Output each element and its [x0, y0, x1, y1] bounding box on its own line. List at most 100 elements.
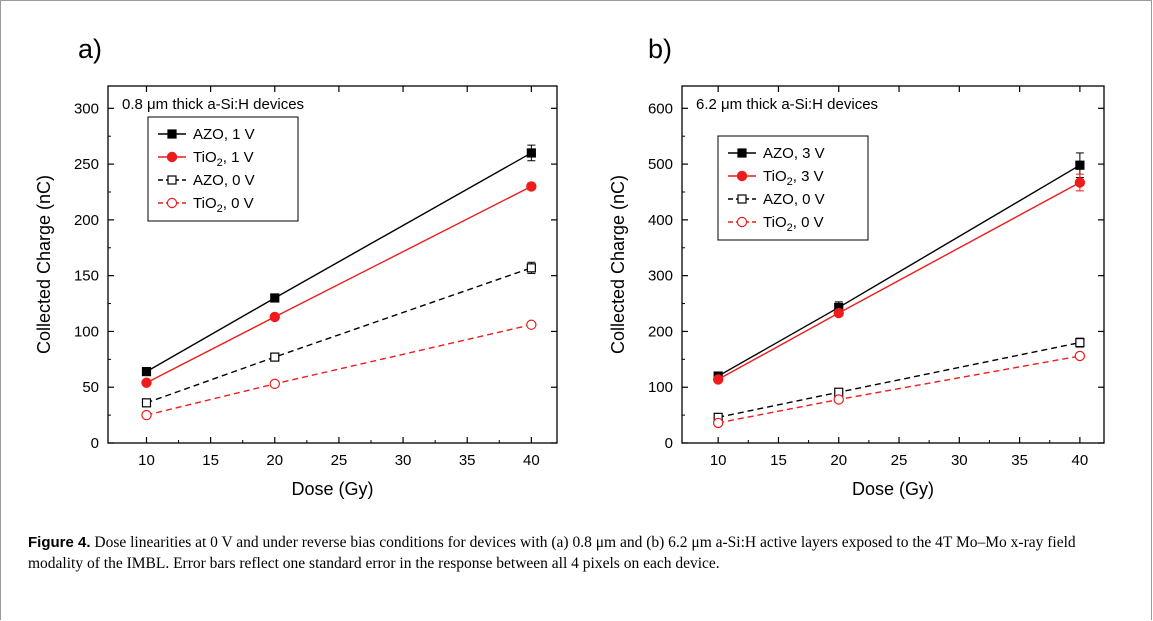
- data-point: [737, 148, 747, 158]
- x-tick-label: 35: [459, 452, 476, 469]
- y-tick-label: 300: [74, 100, 99, 117]
- figure-caption: Figure 4. Dose linearities at 0 V and un…: [28, 532, 1128, 574]
- data-point: [1075, 337, 1085, 348]
- data-point: [712, 374, 724, 385]
- data-point: [833, 307, 844, 319]
- data-point: [167, 129, 177, 139]
- plot-area-border: [107, 85, 558, 444]
- plot-area-border: [681, 85, 1105, 444]
- legend-entry-tail: , 1 V: [223, 149, 254, 166]
- data-point: [166, 197, 178, 209]
- legend-entry-name: TiO: [193, 195, 217, 212]
- x-tick-label: 10: [710, 452, 727, 469]
- data-point: [526, 263, 536, 273]
- data-point: [526, 319, 537, 330]
- panel-note: 6.2 μm thick a-Si:H devices: [696, 96, 878, 113]
- x-axis-label: Dose (Gy): [852, 479, 934, 499]
- legend-entry-tail: , 0 V: [223, 195, 254, 212]
- y-tick-label: 0: [91, 435, 99, 452]
- x-tick-label: 15: [202, 452, 219, 469]
- caption-text: Dose linearities at 0 V and under revers…: [28, 534, 1076, 572]
- series-2: [141, 181, 537, 388]
- y-tick-label: 250: [74, 156, 99, 173]
- series-4: [141, 319, 537, 421]
- series-line: [718, 341, 1081, 419]
- x-tick-label: 35: [1011, 452, 1028, 469]
- x-tick-label: 20: [830, 452, 847, 469]
- y-tick-label: 500: [648, 156, 673, 173]
- data-point: [141, 409, 152, 421]
- x-tick-label: 30: [951, 452, 968, 469]
- legend-entry-name: TiO: [763, 168, 787, 185]
- y-axis-label: Collected Charge (nC): [34, 175, 54, 354]
- data-point: [269, 378, 280, 390]
- chart-panel-a: 10 15 20 25 30 35 40 0 50 100 150 200 250 300 Dose (Gy…: [34, 34, 558, 499]
- data-point: [167, 175, 177, 185]
- data-point: [526, 148, 536, 158]
- caption-label: Figure 4.: [28, 534, 91, 551]
- data-point: [736, 216, 748, 228]
- legend-entry-name: TiO: [193, 149, 217, 166]
- legend-entry: TiO2, 3 V: [763, 168, 824, 188]
- series-3: [141, 261, 536, 408]
- x-tick-label: 10: [138, 452, 155, 469]
- y-tick-label: 400: [648, 212, 673, 229]
- legend-entry: AZO, 0 V: [193, 172, 255, 189]
- x-tick-label: 20: [266, 452, 283, 469]
- y-tick-label: 150: [74, 268, 99, 285]
- legend-entry: AZO, 0 V: [763, 191, 825, 208]
- x-tick-label: 30: [395, 452, 412, 469]
- legend-entry-subscript: 2: [787, 222, 793, 234]
- data-point: [1075, 160, 1085, 170]
- series-1: [141, 144, 536, 377]
- panel-label: a): [78, 34, 102, 64]
- data-point: [1074, 177, 1086, 188]
- series-2: [712, 173, 1086, 385]
- data-point: [833, 394, 844, 405]
- series-line: [718, 355, 1081, 424]
- legend-entry-tail: , 3 V: [793, 168, 824, 185]
- legend-entry: AZO, 3 V: [763, 145, 825, 162]
- legend-entry: AZO, 1 V: [193, 126, 255, 143]
- y-tick-label: 300: [648, 268, 673, 285]
- data-point: [1074, 350, 1086, 362]
- legend-entry-subscript: 2: [217, 157, 223, 169]
- y-axis-label: Collected Charge (nC): [608, 175, 628, 354]
- data-point: [166, 151, 178, 163]
- legend-entry: TiO2, 0 V: [763, 214, 824, 234]
- data-point: [737, 194, 747, 204]
- data-point: [141, 398, 152, 408]
- legend-entry-subscript: 2: [787, 176, 793, 188]
- legend-entry-tail: , 0 V: [793, 214, 824, 231]
- y-tick-label: 0: [665, 435, 673, 452]
- data-point: [526, 181, 537, 192]
- y-tick-label: 100: [74, 323, 99, 340]
- legend-entry-name: TiO: [763, 214, 787, 231]
- y-tick-label: 100: [648, 379, 673, 396]
- legend-entry-name: AZO, 0 V: [763, 191, 825, 208]
- x-tick-label: 40: [1072, 452, 1089, 469]
- legend-entry-name: AZO, 1 V: [193, 126, 255, 143]
- y-tick-label: 600: [648, 100, 673, 117]
- x-tick-label: 25: [891, 452, 908, 469]
- data-point: [270, 293, 280, 303]
- y-tick-label: 50: [82, 379, 99, 396]
- data-point: [141, 377, 152, 388]
- x-axis-label: Dose (Gy): [291, 479, 373, 499]
- data-point: [141, 367, 152, 377]
- data-point: [712, 417, 724, 429]
- data-point: [269, 311, 280, 323]
- y-tick-label: 200: [648, 323, 673, 340]
- x-tick-label: 40: [523, 452, 540, 469]
- x-tick-label: 15: [770, 452, 787, 469]
- legend-entry: TiO2, 0 V: [193, 195, 254, 215]
- series-line: [146, 267, 532, 404]
- legend-entry: TiO2, 1 V: [193, 149, 254, 169]
- data-point: [270, 352, 280, 362]
- legend-entry-name: AZO, 3 V: [763, 145, 825, 162]
